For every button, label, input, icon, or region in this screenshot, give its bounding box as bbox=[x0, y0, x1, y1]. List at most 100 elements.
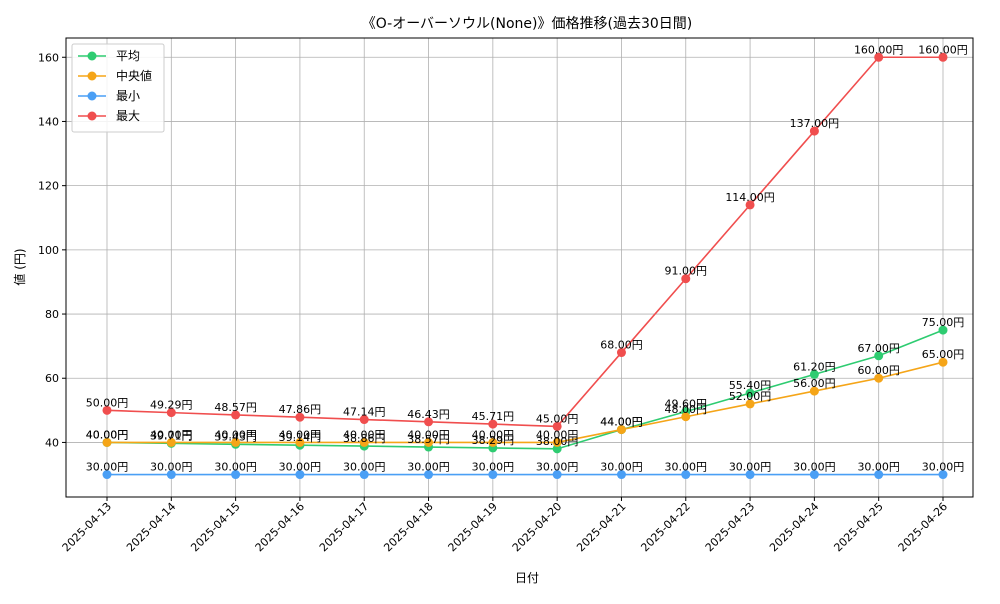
y-tick-label: 80 bbox=[45, 308, 59, 321]
data-point bbox=[616, 470, 626, 480]
data-label: 39.14円 bbox=[279, 431, 322, 444]
data-point bbox=[552, 421, 562, 431]
data-point bbox=[166, 408, 176, 418]
data-point bbox=[295, 470, 305, 480]
y-tick-label: 160 bbox=[38, 51, 59, 64]
data-label: 30.00円 bbox=[86, 461, 129, 474]
data-label: 44.00円 bbox=[600, 416, 643, 429]
data-label: 40.00円 bbox=[536, 428, 579, 441]
series-group bbox=[102, 52, 948, 480]
x-tick-label: 2025-04-23 bbox=[703, 500, 757, 554]
data-point bbox=[552, 437, 562, 447]
data-label: 60.00円 bbox=[857, 364, 900, 377]
data-point bbox=[102, 437, 112, 447]
x-tick-label: 2025-04-25 bbox=[831, 500, 885, 554]
y-tick-label: 120 bbox=[38, 180, 59, 193]
x-tick-label: 2025-04-26 bbox=[896, 500, 950, 554]
series-line bbox=[106, 56, 943, 428]
data-label: 160.00円 bbox=[854, 43, 904, 56]
data-label: 40.00円 bbox=[407, 428, 450, 441]
data-point bbox=[102, 405, 112, 415]
series-line bbox=[107, 361, 944, 444]
data-point bbox=[938, 357, 948, 367]
data-label: 30.00円 bbox=[857, 461, 900, 474]
data-point bbox=[938, 470, 948, 480]
data-point bbox=[166, 437, 176, 447]
data-label: 44.00円 bbox=[600, 416, 643, 429]
data-point bbox=[681, 470, 691, 480]
data-point bbox=[874, 373, 884, 383]
x-tick-label: 2025-04-21 bbox=[574, 500, 628, 554]
data-label: 49.60円 bbox=[665, 398, 708, 411]
data-point bbox=[874, 351, 884, 361]
y-tick-label: 60 bbox=[45, 372, 59, 385]
x-tick-label: 2025-04-20 bbox=[510, 500, 564, 554]
legend-label: 最大 bbox=[116, 109, 140, 123]
data-point bbox=[231, 410, 241, 420]
x-tick-label: 2025-04-18 bbox=[381, 500, 435, 554]
data-point bbox=[809, 369, 819, 379]
data-label: 61.20円 bbox=[793, 360, 836, 373]
data-label: 30.00円 bbox=[665, 461, 708, 474]
data-label: 46.43円 bbox=[407, 408, 450, 421]
data-point bbox=[809, 386, 819, 396]
data-point bbox=[488, 419, 498, 429]
data-label: 48.57円 bbox=[214, 401, 257, 414]
data-label: 30.00円 bbox=[407, 461, 450, 474]
data-label: 38.57円 bbox=[407, 433, 450, 446]
data-point bbox=[745, 200, 755, 210]
data-label: 68.00円 bbox=[600, 339, 643, 352]
data-point bbox=[745, 399, 755, 409]
data-label: 30.00円 bbox=[279, 461, 322, 474]
data-point bbox=[424, 470, 434, 480]
series-line bbox=[106, 329, 944, 450]
data-label: 56.00円 bbox=[793, 377, 836, 390]
data-point bbox=[359, 470, 369, 480]
data-point bbox=[102, 470, 112, 480]
data-point bbox=[809, 470, 819, 480]
data-point bbox=[231, 437, 241, 447]
data-label: 50.00円 bbox=[86, 396, 129, 409]
data-label: 30.00円 bbox=[472, 461, 515, 474]
data-label: 38.29円 bbox=[472, 434, 515, 447]
data-label: 160.00円 bbox=[918, 43, 968, 56]
data-point bbox=[424, 417, 434, 427]
data-point bbox=[938, 325, 948, 335]
data-label: 47.86円 bbox=[279, 403, 322, 416]
legend-label: 平均 bbox=[116, 49, 140, 63]
data-point bbox=[681, 412, 691, 422]
x-tick-label: 2025-04-16 bbox=[253, 500, 307, 554]
data-point bbox=[745, 388, 755, 398]
legend-label: 中央値 bbox=[116, 68, 152, 83]
data-label: 30.00円 bbox=[536, 461, 579, 474]
data-point bbox=[424, 437, 434, 447]
data-point bbox=[874, 470, 884, 480]
x-tick-label: 2025-04-19 bbox=[446, 500, 500, 554]
data-point bbox=[359, 415, 369, 425]
data-point bbox=[166, 470, 176, 480]
data-point bbox=[295, 437, 305, 447]
data-label: 49.29円 bbox=[150, 399, 193, 412]
data-label: 48.00円 bbox=[665, 403, 708, 416]
data-label: 38.86円 bbox=[343, 432, 386, 445]
data-label: 30.00円 bbox=[150, 461, 193, 474]
data-label: 47.14円 bbox=[343, 406, 386, 419]
y-axis-label: 値 (円) bbox=[12, 248, 27, 285]
x-tick-label: 2025-04-14 bbox=[124, 500, 178, 554]
y-tick-label: 100 bbox=[38, 244, 59, 257]
x-axis-label: 日付 bbox=[515, 571, 539, 585]
data-label: 30.00円 bbox=[343, 461, 386, 474]
data-label: 114.00円 bbox=[725, 191, 775, 204]
data-point bbox=[231, 470, 241, 480]
data-label: 30.00円 bbox=[729, 461, 772, 474]
x-tick-label: 2025-04-15 bbox=[188, 500, 242, 554]
data-label: 52.00円 bbox=[729, 390, 772, 403]
data-label: 40.00円 bbox=[86, 428, 129, 441]
x-tick-label: 2025-04-22 bbox=[638, 500, 692, 554]
chart-title: 《O-オーバーソウル(None)》価格推移(過去30日間) bbox=[362, 16, 693, 32]
data-point bbox=[681, 274, 691, 284]
data-label: 55.40円 bbox=[729, 379, 772, 392]
